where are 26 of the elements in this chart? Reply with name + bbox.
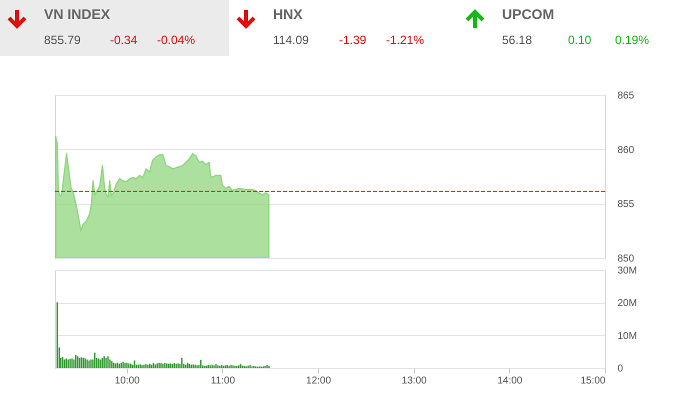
y-tick-label: 20M (618, 298, 637, 310)
text: 0.10 (568, 33, 592, 47)
y-tick-label: 860 (618, 144, 635, 156)
y-tick-label: 10M (618, 330, 637, 342)
x-tick-label: 14:00 (497, 376, 523, 386)
text: -0.04% (157, 33, 196, 47)
text: 0.19% (615, 33, 650, 47)
y-tick-label: 865 (618, 90, 635, 102)
x-tick-label: 13:00 (402, 376, 428, 386)
x-tick-label: 10:00 (114, 376, 140, 386)
x-tick-label: 12:00 (306, 376, 332, 386)
text: -0.34 (110, 33, 138, 47)
text: 855.79 (44, 33, 81, 47)
text: 56.18 (502, 33, 532, 47)
y-tick-label: 855 (618, 199, 635, 210)
text: UPCOM (502, 6, 554, 22)
text: 114.09 (273, 33, 309, 47)
text: -1.39 (339, 33, 366, 47)
y-tick-label: 850 (618, 254, 635, 264)
text: -1.21% (386, 33, 424, 47)
x-tick-label: 11:00 (210, 376, 236, 386)
y-tick-label: 0 (618, 364, 624, 374)
text: VN INDEX (44, 6, 110, 22)
x-tick-label: 15:00 (580, 376, 606, 386)
y-tick-label: 30M (618, 266, 637, 276)
text: HNX (273, 6, 303, 22)
